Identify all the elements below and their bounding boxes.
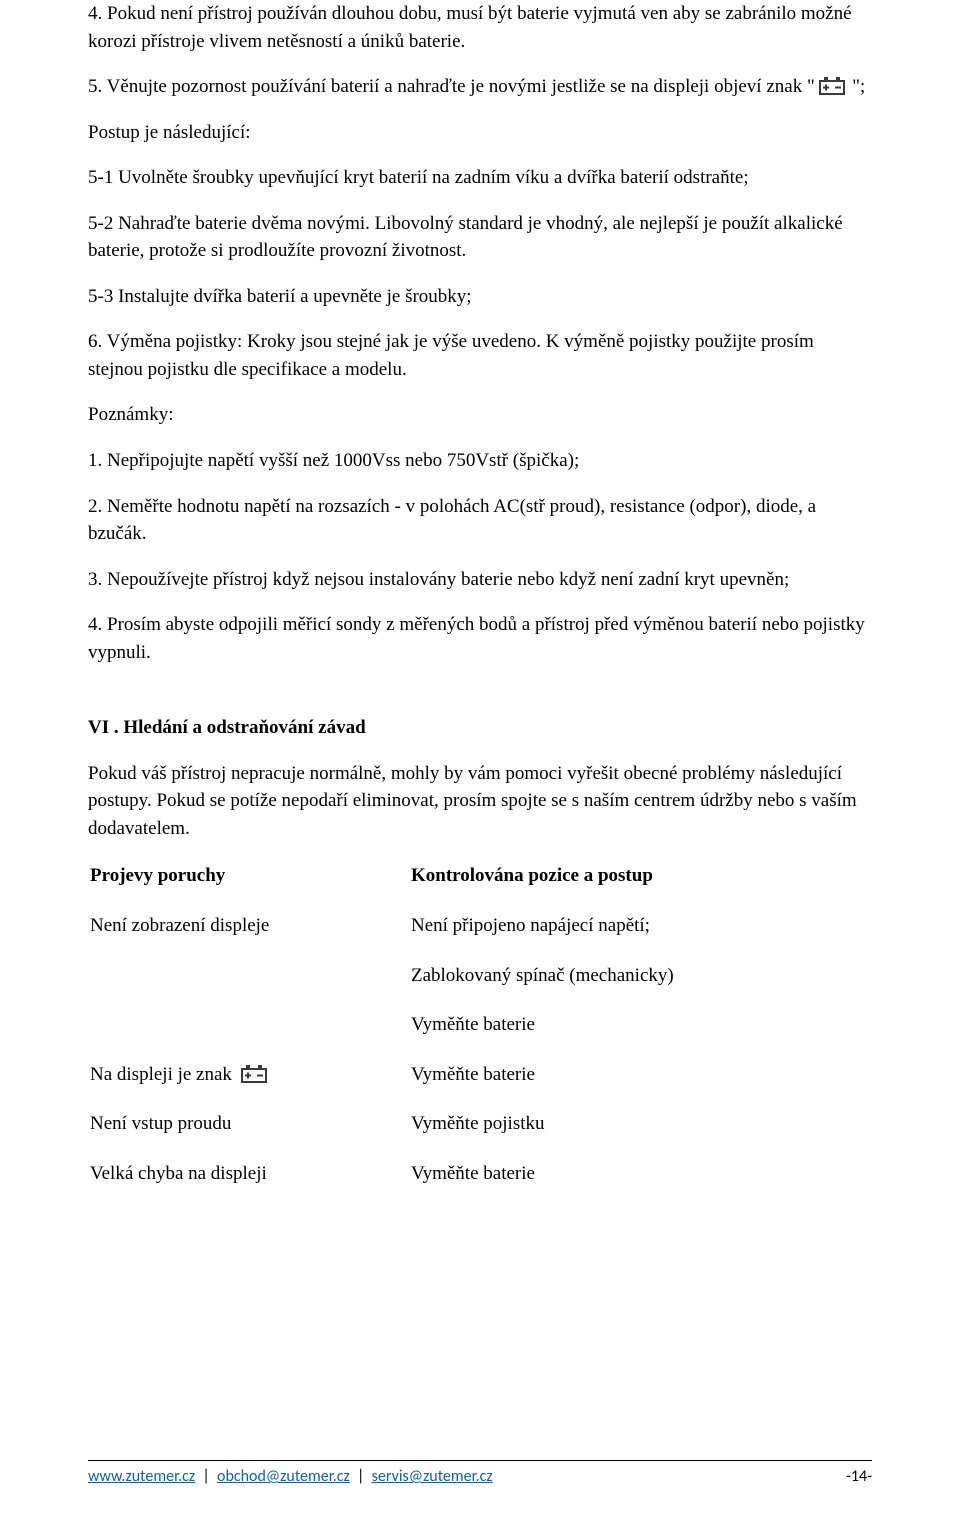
table-header-action: Kontrolována pozice a postup [411,862,870,910]
notes-label: Poznámky: [88,401,872,429]
footer-link-www[interactable]: www.zutemer.cz [88,1467,195,1486]
symptom-cell: Na displeji je znak [90,1061,409,1109]
table-row: Projevy poruchy Kontrolována pozice a po… [90,862,870,910]
note-1: 1. Nepřipojujte napětí vyšší než 1000Vss… [88,447,872,475]
battery-icon [241,1063,269,1083]
paragraph-5-2: 5-2 Nahraďte baterie dvěma novými. Libov… [88,210,872,265]
footer-sep: | [195,1467,217,1486]
troubleshooting-table: Projevy poruchy Kontrolována pozice a po… [88,860,872,1195]
footer-sep: | [350,1467,372,1486]
section-vi-heading: VI . Hledání a odstraňování závad [88,714,872,742]
table-row: Velká chyba na displeji Vyměňte baterie [90,1160,870,1194]
paragraph-5-1: 5-1 Uvolněte šroubky upevňující kryt bat… [88,164,872,192]
footer-link-obchod[interactable]: obchod@zutemer.cz [217,1467,350,1486]
paragraph-5: 5. Věnujte pozornost používání baterií a… [88,73,872,101]
paragraph-5-3: 5-3 Instalujte dvířka baterií a upevněte… [88,283,872,311]
action-cell: Vyměňte baterie [411,1160,870,1194]
symptom-cell: Velká chyba na displeji [90,1160,409,1194]
paragraph-6: 6. Výměna pojistky: Kroky jsou stejné ja… [88,328,872,383]
table-header-symptom: Projevy poruchy [90,862,409,910]
table-row: Zablokovaný spínač (mechanicky) [90,962,870,1010]
note-2: 2. Neměřte hodnotu napětí na rozsazích -… [88,493,872,548]
paragraph-5-pre: 5. Věnujte pozornost používání baterií a… [88,76,819,97]
action-cell: Není připojeno napájecí napětí; [411,912,870,960]
symptom-text: Na displeji je znak [90,1064,241,1085]
note-4: 4. Prosím abyste odpojili měřicí sondy z… [88,611,872,666]
section-vi-intro: Pokud váš přístroj nepracuje normálně, m… [88,760,872,843]
paragraph-5-procedure: Postup je následující: [88,119,872,147]
table-row: Vyměňte baterie [90,1011,870,1059]
page-footer: www.zutemer.cz | obchod@zutemer.cz | ser… [88,1460,872,1488]
action-cell: Vyměňte baterie [411,1011,870,1059]
paragraph-5-post-quote: "; [847,76,865,97]
note-3: 3. Nepoužívejte přístroj když nejsou ins… [88,566,872,594]
table-row: Není zobrazení displeje Není připojeno n… [90,912,870,960]
symptom-cell: Není vstup proudu [90,1110,409,1158]
symptom-cell [90,1011,409,1059]
table-row: Není vstup proudu Vyměňte pojistku [90,1110,870,1158]
battery-icon [819,75,847,95]
footer-link-servis[interactable]: servis@zutemer.cz [372,1467,493,1486]
paragraph-4: 4. Pokud není přístroj používán dlouhou … [88,0,872,55]
page-number: -14- [846,1465,872,1488]
action-cell: Zablokovaný spínač (mechanicky) [411,962,870,1010]
action-cell: Vyměňte pojistku [411,1110,870,1158]
symptom-cell [90,962,409,1010]
table-row: Na displeji je znak Vyměňte baterie [90,1061,870,1109]
action-cell: Vyměňte baterie [411,1061,870,1109]
symptom-cell: Není zobrazení displeje [90,912,409,960]
